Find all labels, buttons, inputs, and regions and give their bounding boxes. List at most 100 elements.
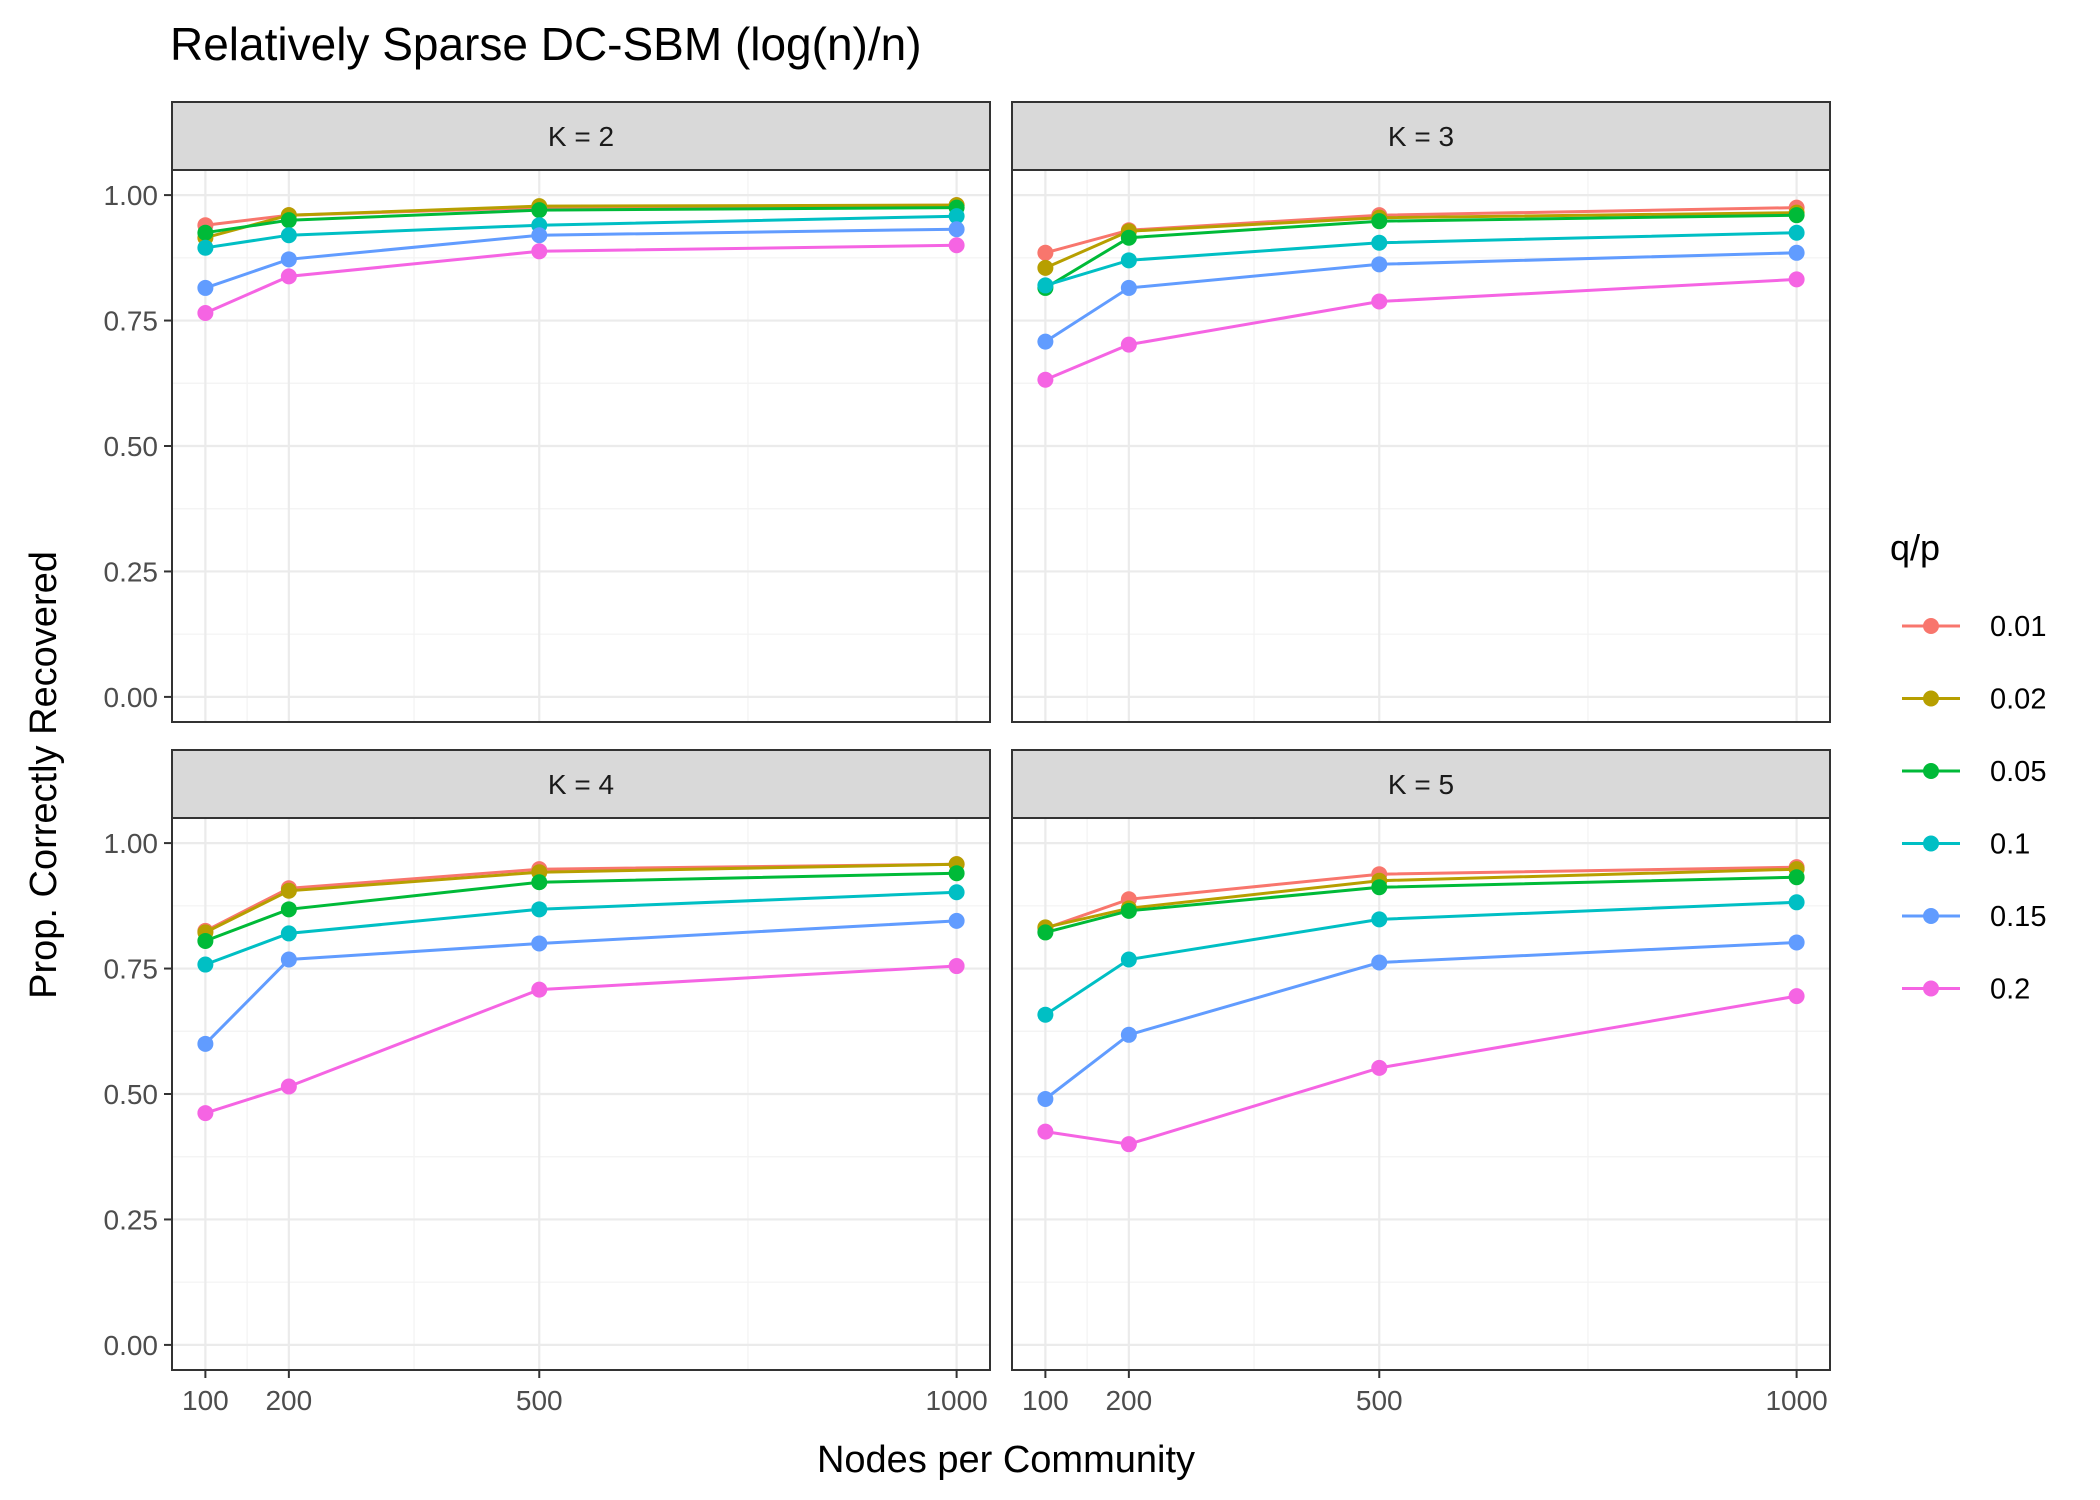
data-point bbox=[1371, 293, 1388, 310]
data-point bbox=[531, 227, 548, 244]
data-point bbox=[948, 221, 965, 238]
data-point bbox=[1371, 256, 1388, 273]
x-tick-label: 500 bbox=[516, 1385, 563, 1416]
data-point bbox=[1371, 234, 1388, 251]
series-line bbox=[204, 890, 957, 966]
y-tick-label: 1.00 bbox=[104, 828, 159, 859]
series-line bbox=[1044, 211, 1797, 270]
legend: q/p 0.01 0.02 0.05 0.1 0.15 0.2 bbox=[1890, 527, 2046, 1006]
data-point bbox=[197, 956, 214, 973]
data-point bbox=[1037, 244, 1054, 261]
series-line bbox=[205, 214, 957, 250]
series-line bbox=[204, 871, 957, 943]
series-0.1 bbox=[197, 884, 965, 973]
series-0.2 bbox=[197, 958, 965, 1122]
data-point bbox=[531, 243, 548, 260]
legend-label: 0.01 bbox=[1990, 611, 2046, 643]
data-point bbox=[1120, 902, 1137, 919]
legend-key-point bbox=[1923, 980, 1939, 997]
series-line bbox=[1045, 206, 1797, 255]
series-0.15 bbox=[197, 221, 965, 296]
data-point bbox=[531, 874, 548, 891]
data-point bbox=[197, 1105, 214, 1122]
data-point bbox=[1037, 333, 1054, 350]
facet-panel-4: K = 5 100 200 500 1000 bbox=[1011, 749, 1831, 1416]
legend-entry-0.15: 0.15 bbox=[1902, 901, 2046, 933]
facet-strip bbox=[171, 749, 991, 819]
data-point bbox=[1371, 954, 1388, 971]
data-point bbox=[531, 981, 548, 998]
data-point bbox=[1037, 1091, 1054, 1108]
series-0.05 bbox=[197, 865, 965, 949]
y-tick-label: 0.75 bbox=[104, 306, 159, 337]
series-0.15 bbox=[1037, 934, 1805, 1108]
facet-strip bbox=[171, 101, 991, 171]
y-axis-title: Prop. Correctly Recovered bbox=[23, 551, 65, 999]
legend-entry-0.01: 0.01 bbox=[1902, 611, 2046, 643]
y-tick-label: 0.50 bbox=[104, 1079, 159, 1110]
series-line bbox=[1045, 875, 1797, 934]
series-line bbox=[1044, 251, 1797, 343]
data-point bbox=[280, 1078, 297, 1095]
legend-label: 0.15 bbox=[1990, 901, 2046, 933]
legend-label: 0.2 bbox=[1990, 974, 2030, 1006]
series-line bbox=[1045, 867, 1797, 929]
series-0.2 bbox=[1037, 988, 1805, 1153]
data-point bbox=[197, 305, 214, 322]
data-point bbox=[531, 202, 548, 219]
data-point bbox=[1788, 207, 1805, 224]
data-point bbox=[280, 901, 297, 918]
series-line bbox=[1044, 231, 1797, 287]
facet-strip-label: K = 4 bbox=[548, 769, 614, 800]
data-point bbox=[1788, 934, 1805, 951]
data-point bbox=[1037, 1006, 1054, 1023]
panel-border bbox=[1011, 169, 1831, 723]
y-tick-label: 0.00 bbox=[104, 682, 159, 713]
data-point bbox=[948, 208, 965, 225]
data-point bbox=[1788, 988, 1805, 1005]
x-tick-label: 100 bbox=[1022, 1385, 1069, 1416]
data-point bbox=[1788, 894, 1805, 911]
data-point bbox=[1120, 951, 1137, 968]
data-point bbox=[1037, 277, 1054, 294]
x-axis-title: Nodes per Community bbox=[817, 1439, 1195, 1481]
series-line bbox=[205, 206, 957, 235]
chart-title: Relatively Sparse DC-SBM (log(n)/n) bbox=[170, 18, 922, 70]
data-point bbox=[1037, 924, 1054, 941]
data-point bbox=[948, 884, 965, 901]
facet-strip-label: K = 3 bbox=[1388, 121, 1454, 152]
legend-label: 0.05 bbox=[1990, 756, 2046, 788]
legend-key-point bbox=[1923, 690, 1939, 707]
data-point bbox=[197, 224, 214, 241]
series-line bbox=[204, 919, 957, 1045]
data-point bbox=[280, 227, 297, 244]
legend-label: 0.1 bbox=[1990, 829, 2030, 861]
series-line bbox=[204, 862, 957, 934]
y-tick-label: 0.50 bbox=[104, 431, 159, 462]
legend-title: q/p bbox=[1890, 527, 1940, 568]
data-point bbox=[280, 212, 297, 229]
data-point bbox=[280, 951, 297, 968]
data-point bbox=[1788, 244, 1805, 261]
facet-strip bbox=[1011, 749, 1831, 819]
data-point bbox=[1120, 279, 1137, 296]
series-line bbox=[1044, 900, 1797, 1016]
data-point bbox=[1037, 259, 1054, 276]
data-point bbox=[1120, 229, 1137, 246]
y-tick-label: 0.00 bbox=[104, 1330, 159, 1361]
data-point bbox=[948, 958, 965, 975]
data-point bbox=[1120, 1136, 1137, 1153]
facet-strip bbox=[1011, 101, 1831, 171]
data-point bbox=[1037, 371, 1054, 388]
series-0.1 bbox=[1037, 224, 1805, 294]
legend-entry-0.05: 0.05 bbox=[1902, 756, 2046, 788]
data-point bbox=[1037, 1123, 1054, 1140]
x-tick-label: 100 bbox=[182, 1385, 229, 1416]
series-line bbox=[1044, 213, 1797, 290]
data-point bbox=[1371, 1059, 1388, 1076]
data-point bbox=[197, 932, 214, 949]
data-point bbox=[197, 279, 214, 296]
x-tick-label: 1000 bbox=[1765, 1385, 1827, 1416]
series-0.15 bbox=[197, 912, 965, 1052]
legend-key-point bbox=[1923, 908, 1939, 924]
